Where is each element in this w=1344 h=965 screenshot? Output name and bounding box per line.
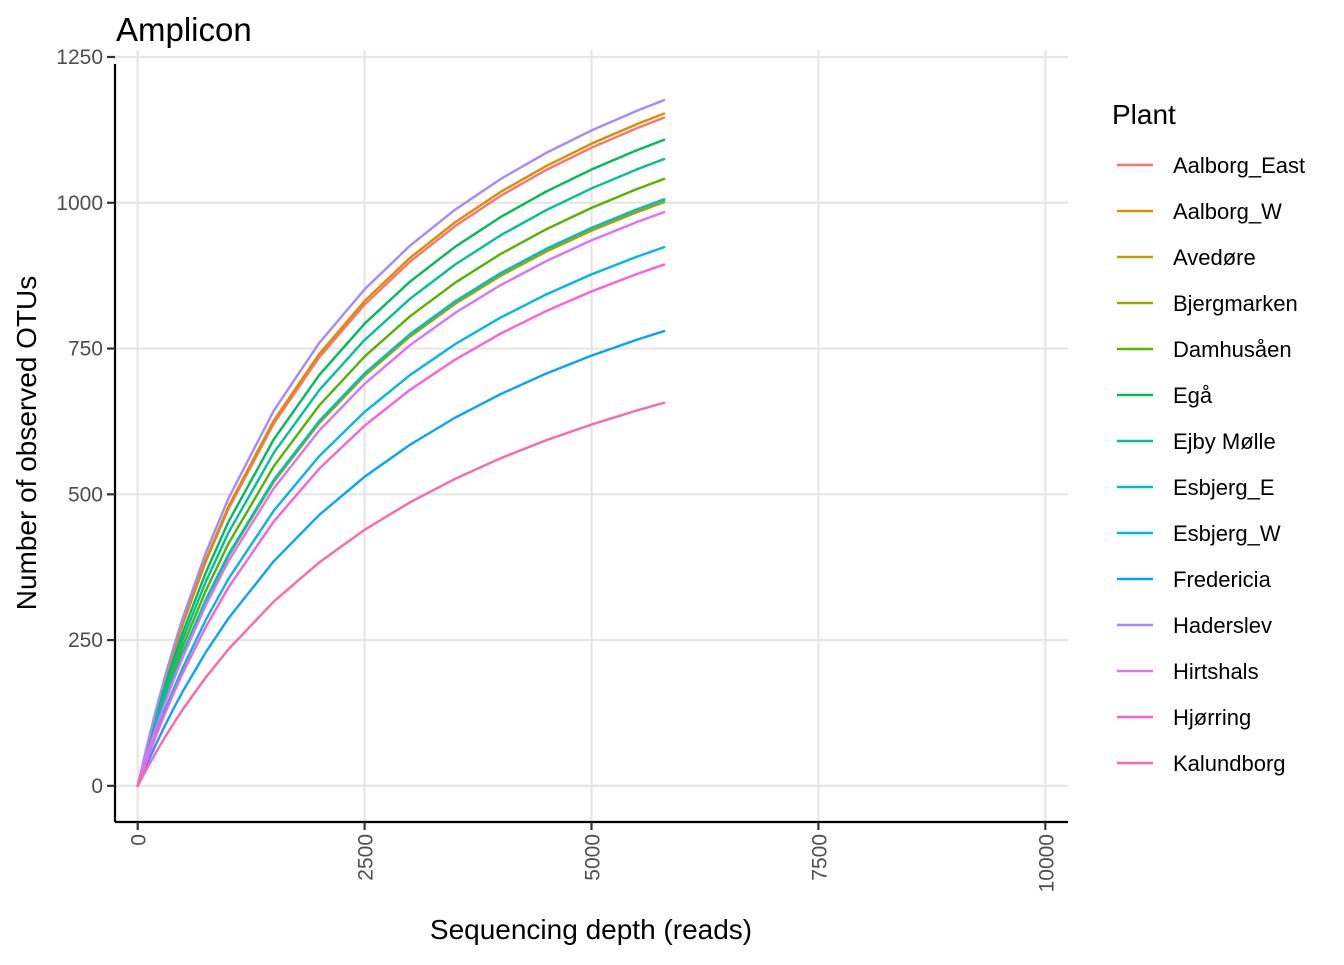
y-tick-label: 750 <box>68 338 103 361</box>
series-line-Aalborg_W <box>136 112 666 788</box>
x-tick-label: 10000 <box>1035 834 1058 892</box>
y-axis-title: Number of observed OTUs <box>11 276 42 611</box>
legend-label: Hjørring <box>1173 705 1251 730</box>
legend-label: Esbjerg_E <box>1173 475 1275 500</box>
legend-label: Aalborg_W <box>1173 199 1282 224</box>
series-line-Damhusåen <box>136 177 666 788</box>
y-tick-label: 1000 <box>56 192 103 215</box>
series-line-Haderslev <box>136 98 666 788</box>
series-line-Kalundborg <box>136 401 666 788</box>
legend-title: Plant <box>1112 99 1176 130</box>
grid <box>115 50 1068 822</box>
series-line-Ejby Mølle <box>136 157 666 788</box>
chart-title: Amplicon <box>116 11 252 48</box>
x-tick-label: 0 <box>128 834 151 846</box>
series-line-Esbjerg_W <box>136 245 666 788</box>
legend-label: Damhusåen <box>1173 337 1292 362</box>
series-line-Avedøre <box>136 198 666 788</box>
y-tick-label: 0 <box>91 775 103 798</box>
legend-label: Kalundborg <box>1173 751 1286 776</box>
series-line-Esbjerg_E <box>136 198 666 788</box>
legend-label: Avedøre <box>1173 245 1256 270</box>
x-tick-label: 7500 <box>808 834 831 881</box>
series-line-Hirtshals <box>136 210 666 788</box>
legend-label: Aalborg_East <box>1173 153 1305 178</box>
series-line-Egå <box>136 138 666 788</box>
legend-label: Haderslev <box>1173 613 1272 638</box>
legend-label: Fredericia <box>1173 567 1272 592</box>
x-axis-title: Sequencing depth (reads) <box>430 914 752 945</box>
x-tick-label: 5000 <box>582 834 605 881</box>
legend-label: Egå <box>1173 383 1213 408</box>
y-tick-label: 250 <box>68 629 103 652</box>
legend-label: Bjergmarken <box>1173 291 1298 316</box>
y-tick-label: 1250 <box>56 46 103 69</box>
legend-label: Hirtshals <box>1173 659 1259 684</box>
plot-series <box>136 98 666 788</box>
series-line-Hjørring <box>136 263 666 788</box>
legend-label: Esbjerg_W <box>1173 521 1281 546</box>
legend: Aalborg_East Aalborg_W Avedøre Bjergmarken D… <box>1117 153 1305 776</box>
series-line-Fredericia <box>136 329 666 788</box>
legend-label: Ejby Mølle <box>1173 429 1276 454</box>
x-tick-label: 2500 <box>355 834 378 881</box>
axes: 0 250 500 750 1000 1250 0 2500 5000 7500 10000 <box>56 46 1068 892</box>
y-tick-label: 500 <box>68 483 103 506</box>
